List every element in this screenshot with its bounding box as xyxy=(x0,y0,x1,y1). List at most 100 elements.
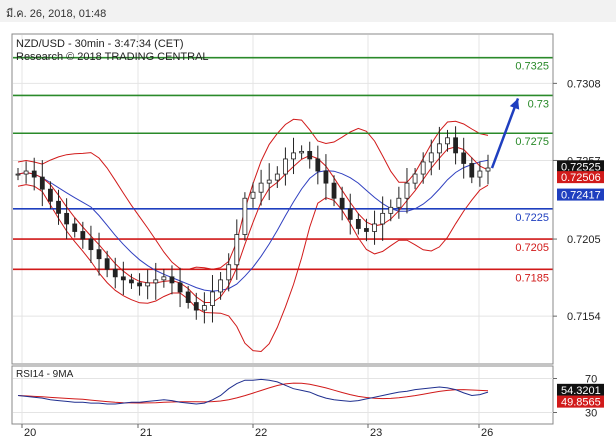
candle-body xyxy=(218,279,223,293)
candle-body xyxy=(234,234,240,266)
price-panel-frame xyxy=(11,33,554,365)
price-tag-label: 0.72525 xyxy=(561,161,601,173)
top-bar: มี.ค. 26, 2018, 01:48 xyxy=(0,0,616,22)
candle-body xyxy=(485,167,491,172)
rsi-tag-label: 49.8565 xyxy=(561,397,601,409)
y-tick-label: 0.7205 xyxy=(567,234,601,246)
level-label: 0.7275 xyxy=(515,136,549,148)
candle-body xyxy=(274,173,280,181)
candle-body xyxy=(64,212,70,225)
candle-body xyxy=(307,150,313,160)
candle-body xyxy=(169,276,175,284)
candle-body xyxy=(201,305,207,311)
fast-ma-line xyxy=(17,146,489,303)
candle-body xyxy=(96,249,102,260)
rsi-y-tick-label: 30 xyxy=(585,408,597,420)
candle-body xyxy=(339,197,345,210)
y-tick-label: 0.7308 xyxy=(567,78,601,90)
slow-ma-line xyxy=(17,159,489,292)
candle-body xyxy=(404,182,410,199)
level-label: 0.7205 xyxy=(515,242,549,254)
candle-body xyxy=(112,268,118,278)
candle-body xyxy=(364,228,369,232)
rsi-panel-frame xyxy=(11,365,554,425)
candle-body xyxy=(88,238,94,251)
level-label: 0.7325 xyxy=(515,61,549,73)
x-tick-label: 23 xyxy=(370,427,382,439)
chart-subtitle: Research © 2018 TRADING CENTRAL xyxy=(16,51,209,63)
candle-body xyxy=(469,163,475,178)
candle-body xyxy=(48,188,53,202)
candle-body xyxy=(72,223,78,232)
rsi-tag xyxy=(557,383,604,396)
candle-body xyxy=(461,152,467,164)
candle-body xyxy=(258,182,264,193)
candle-body xyxy=(331,182,337,199)
projection xyxy=(490,98,520,169)
candle-body xyxy=(23,170,29,175)
level-label: 0.73 xyxy=(528,98,549,110)
candle-body xyxy=(120,276,126,281)
candle-body xyxy=(39,176,45,190)
candle-body xyxy=(396,197,402,208)
candle-body xyxy=(347,208,353,220)
level-labels: 0.7325 0.73 0.7275 0.7225 0.7205 0.7185 xyxy=(515,61,549,285)
rsi-y-tick-label: 70 xyxy=(585,374,597,386)
candle-body xyxy=(15,173,21,176)
candle-body xyxy=(436,143,442,154)
rsi-tag-label: 54.3201 xyxy=(561,385,601,397)
candle-body xyxy=(299,150,305,154)
x-tick-label: 22 xyxy=(255,427,267,439)
candle-body xyxy=(420,161,426,175)
price-tag xyxy=(557,188,604,201)
candle-body xyxy=(104,258,110,270)
moving-averages xyxy=(17,146,489,303)
projection-arrow-head xyxy=(509,98,520,110)
candle-body xyxy=(31,170,37,178)
y-tick-label: 0.7154 xyxy=(567,311,601,323)
candle-body xyxy=(428,152,434,163)
price-tag-label: 0.72417 xyxy=(561,190,601,202)
x-tick-label: 21 xyxy=(140,427,152,439)
rsi-tag xyxy=(557,395,604,408)
candle-body xyxy=(185,291,191,303)
candle-body xyxy=(210,291,215,306)
candle-body xyxy=(355,219,361,229)
rsi-ma-line xyxy=(17,382,489,404)
candle-body xyxy=(380,212,386,225)
candle-body xyxy=(250,191,256,199)
price-tag xyxy=(557,160,604,173)
x-axis: 20 21 22 23 26 xyxy=(21,424,493,439)
candle-body xyxy=(412,173,418,184)
candle-body xyxy=(372,223,377,232)
level-label: 0.7225 xyxy=(515,212,549,224)
candle-body xyxy=(283,158,288,175)
candle-body xyxy=(445,137,450,145)
candle-body xyxy=(177,282,183,293)
candle-body xyxy=(477,170,483,178)
projection-arrow-line xyxy=(490,98,520,169)
candle-body xyxy=(145,282,151,287)
x-tick-label: 20 xyxy=(24,427,36,439)
candle-body xyxy=(161,276,167,281)
candle-body xyxy=(315,158,321,172)
candle-body xyxy=(266,179,272,184)
rsi-line xyxy=(17,378,489,405)
x-tick-label: 26 xyxy=(481,427,493,439)
candle-body xyxy=(193,302,199,311)
candle-body xyxy=(226,264,232,281)
rsi-label: RSI14 - 9MA xyxy=(16,369,74,380)
candle-body xyxy=(242,197,248,235)
candle-body xyxy=(291,152,296,160)
candle-body xyxy=(80,231,86,240)
datetime-label: มี.ค. 26, 2018, 01:48 xyxy=(6,8,107,20)
price-grid xyxy=(13,35,553,423)
level-label: 0.7185 xyxy=(515,272,549,284)
candle-body xyxy=(388,206,394,214)
candles xyxy=(15,126,491,324)
candle-body xyxy=(453,137,458,154)
candle-body xyxy=(56,200,61,214)
